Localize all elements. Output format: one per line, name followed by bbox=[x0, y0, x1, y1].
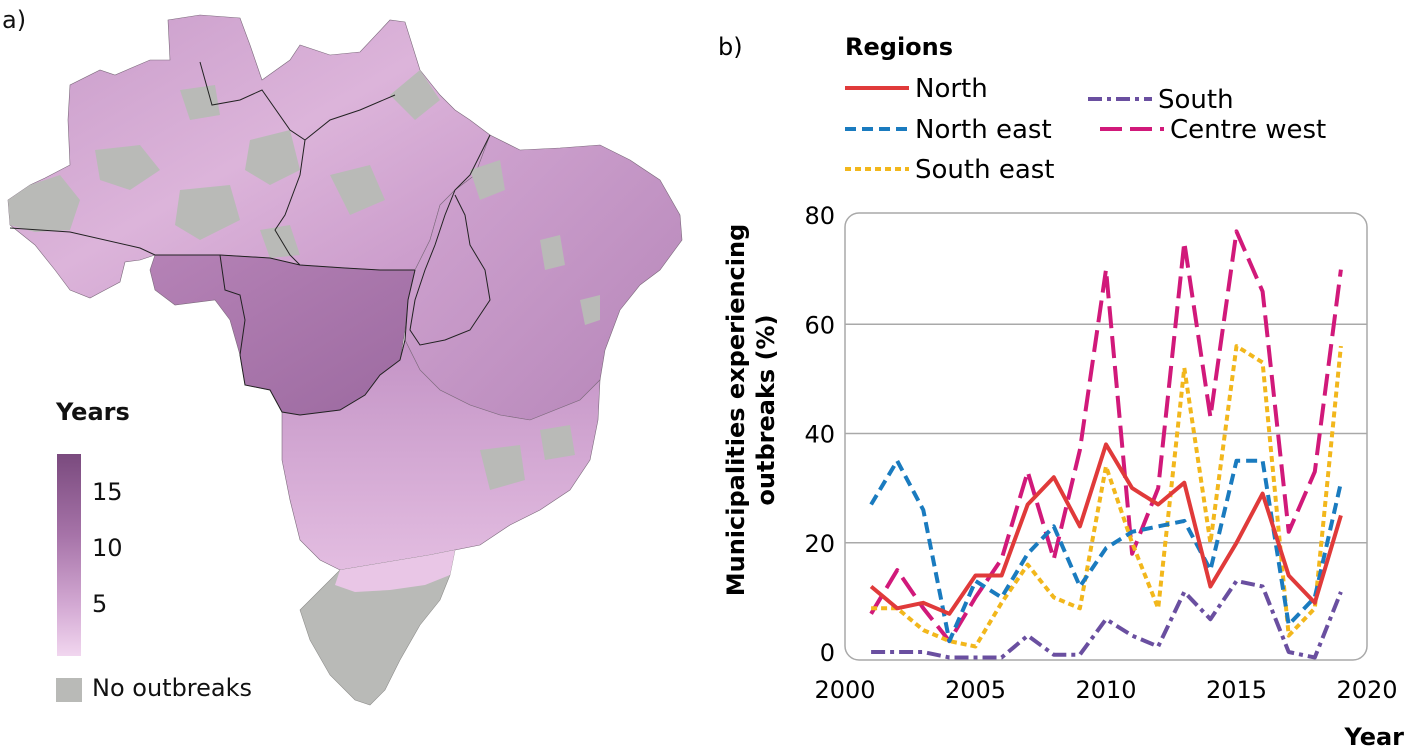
nodata-patch bbox=[470, 160, 505, 200]
legend-label-south-east: South east bbox=[915, 155, 1055, 185]
legend-label-south: South bbox=[1158, 85, 1234, 115]
colorbar bbox=[57, 454, 81, 656]
line-chart: b) Regions North North east South east Sout… bbox=[718, 33, 1405, 751]
state-border bbox=[199, 61, 396, 141]
colorbar-tick-15: 15 bbox=[92, 478, 123, 506]
x-tick-label: 2010 bbox=[1075, 676, 1136, 704]
nodata-patch bbox=[540, 425, 575, 460]
series-line-north-east bbox=[869, 458, 1343, 644]
series-line-south bbox=[871, 579, 1343, 660]
region-south-pink bbox=[335, 550, 455, 592]
legend-label-north: North bbox=[915, 74, 988, 104]
y-axis-label-line1: Municipalities experiencing bbox=[722, 224, 750, 597]
colorbar-tick-5: 5 bbox=[92, 590, 108, 618]
x-tick-label: 2005 bbox=[945, 676, 1006, 704]
nodata-patch bbox=[580, 295, 600, 325]
state-border bbox=[219, 254, 416, 416]
x-axis-label: Year bbox=[1344, 723, 1405, 751]
map-panel: a) bbox=[0, 0, 700, 754]
x-axis-ticks: 2000 2005 2010 2015 2020 bbox=[814, 676, 1397, 704]
y-tick-label: 60 bbox=[804, 311, 835, 339]
state-border bbox=[9, 227, 415, 271]
state-border bbox=[274, 139, 306, 266]
y-axis-ticks: 0 20 40 60 80 bbox=[804, 202, 835, 667]
nodata-patch bbox=[480, 445, 525, 490]
panel-label-a: a) bbox=[2, 6, 27, 34]
y-tick-label: 40 bbox=[804, 421, 835, 449]
y-tick-label: 80 bbox=[804, 202, 835, 230]
nodata-patch bbox=[540, 235, 565, 270]
nodata-patch bbox=[330, 165, 385, 215]
brazil-map bbox=[7, 14, 683, 706]
y-tick-label: 0 bbox=[820, 639, 835, 667]
panel-label-b: b) bbox=[718, 33, 743, 61]
nodata-patch bbox=[245, 130, 300, 185]
x-tick-label: 2015 bbox=[1206, 676, 1267, 704]
y-axis-label-line2: outbreaks (%) bbox=[752, 314, 780, 505]
legend-title: Regions bbox=[845, 33, 953, 61]
y-tick-label: 20 bbox=[804, 530, 835, 558]
colorbar-tick-10: 10 bbox=[92, 534, 123, 562]
legend-title: Years bbox=[56, 398, 130, 426]
no-outbreaks-label: No outbreaks bbox=[92, 674, 253, 702]
x-tick-label: 2020 bbox=[1336, 676, 1397, 704]
nodata-patch bbox=[260, 225, 300, 258]
nodata-patch bbox=[175, 185, 240, 240]
series-lines bbox=[869, 229, 1343, 660]
x-tick-label: 2000 bbox=[814, 676, 875, 704]
nodata-patch bbox=[8, 175, 80, 232]
nodata-patch bbox=[180, 85, 220, 120]
state-border bbox=[409, 134, 491, 346]
no-outbreaks-swatch bbox=[56, 678, 82, 702]
legend-label-centre-west: Centre west bbox=[1170, 115, 1326, 145]
series-line-north bbox=[869, 442, 1343, 616]
nodata-patch bbox=[390, 70, 440, 120]
legend-label-north-east: North east bbox=[915, 115, 1052, 145]
nodata-patch bbox=[95, 145, 160, 190]
